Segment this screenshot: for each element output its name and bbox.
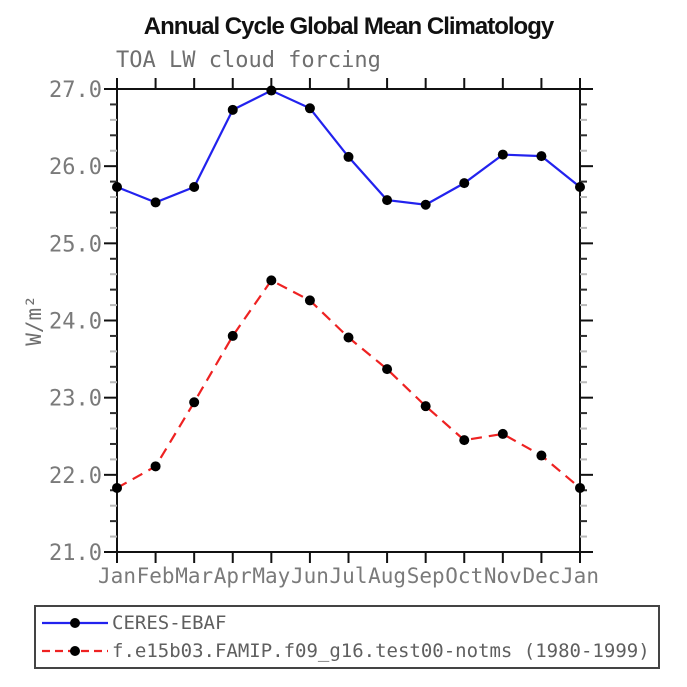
- x-tick-label: Dec: [522, 564, 560, 588]
- x-tick-label: Apr: [214, 564, 252, 588]
- data-point-marker: [536, 450, 547, 461]
- x-tick-label: Oct: [445, 564, 483, 588]
- y-tick-label: 26.0: [49, 155, 102, 180]
- data-point-marker: [575, 482, 585, 493]
- chart-title: Annual Cycle Global Mean Climatology: [143, 13, 554, 40]
- chart-subtitle: TOA LW cloud forcing: [116, 48, 381, 73]
- data-point-marker: [382, 195, 393, 206]
- data-point-marker: [150, 461, 161, 472]
- y-tick-label: 21.0: [49, 541, 102, 566]
- legend-marker: [70, 618, 80, 628]
- x-tick-label: Jun: [291, 564, 329, 588]
- y-tick-label: 25.0: [49, 232, 102, 257]
- data-point-marker: [536, 151, 547, 162]
- legend-item: CERES-EBAF: [40, 609, 658, 637]
- legend-line-sample: [42, 618, 108, 628]
- series-line-1: [116, 278, 581, 489]
- data-point-marker: [420, 401, 431, 412]
- legend-item: f.e15b03.FAMIP.f09_g16.test00-notms (198…: [40, 637, 658, 665]
- x-tick-label: May: [252, 564, 290, 588]
- data-point-marker: [189, 182, 200, 193]
- data-point-marker: [497, 428, 508, 439]
- data-point-marker: [343, 332, 354, 343]
- x-tick-label: Feb: [137, 564, 175, 588]
- series-line-0: [116, 89, 581, 206]
- data-point-marker: [227, 330, 238, 341]
- x-tick-label: Jul: [330, 564, 368, 588]
- data-point-marker: [112, 182, 122, 193]
- data-point-marker: [304, 103, 315, 114]
- data-point-marker: [459, 178, 470, 189]
- data-point-marker: [343, 151, 354, 162]
- legend-label: f.e15b03.FAMIP.f09_g16.test00-notms (198…: [112, 640, 650, 662]
- legend-marker: [70, 646, 80, 656]
- x-tick-label: Nov: [484, 564, 522, 588]
- data-point-marker: [189, 397, 200, 408]
- data-point-marker: [304, 295, 315, 306]
- data-point-marker: [150, 197, 161, 208]
- x-tick-label: Aug: [368, 564, 406, 588]
- x-tick-label: Mar: [175, 564, 213, 588]
- legend-line-sample: [42, 646, 108, 656]
- legend-label: CERES-EBAF: [112, 612, 227, 634]
- y-tick-label: 27.0: [49, 78, 102, 103]
- y-axis-title: W/m²: [22, 295, 46, 346]
- data-point-marker: [227, 104, 238, 115]
- data-point-marker: [266, 275, 277, 286]
- data-point-marker: [497, 149, 508, 160]
- x-tick-label: Sep: [407, 564, 445, 588]
- data-point-marker: [575, 182, 585, 193]
- data-point-marker: [382, 364, 393, 375]
- y-tick-label: 24.0: [49, 310, 102, 335]
- data-point-marker: [112, 482, 122, 493]
- legend-box: CERES-EBAF f.e15b03.FAMIP.f09_g16.test00-…: [34, 605, 660, 669]
- y-tick-label: 23.0: [49, 387, 102, 412]
- data-point-marker: [420, 199, 431, 210]
- x-tick-label: Jan: [561, 564, 599, 588]
- data-point-marker: [459, 435, 470, 446]
- y-tick-label: 22.0: [49, 464, 102, 489]
- x-tick-label: Jan: [98, 564, 136, 588]
- data-point-marker: [266, 85, 277, 96]
